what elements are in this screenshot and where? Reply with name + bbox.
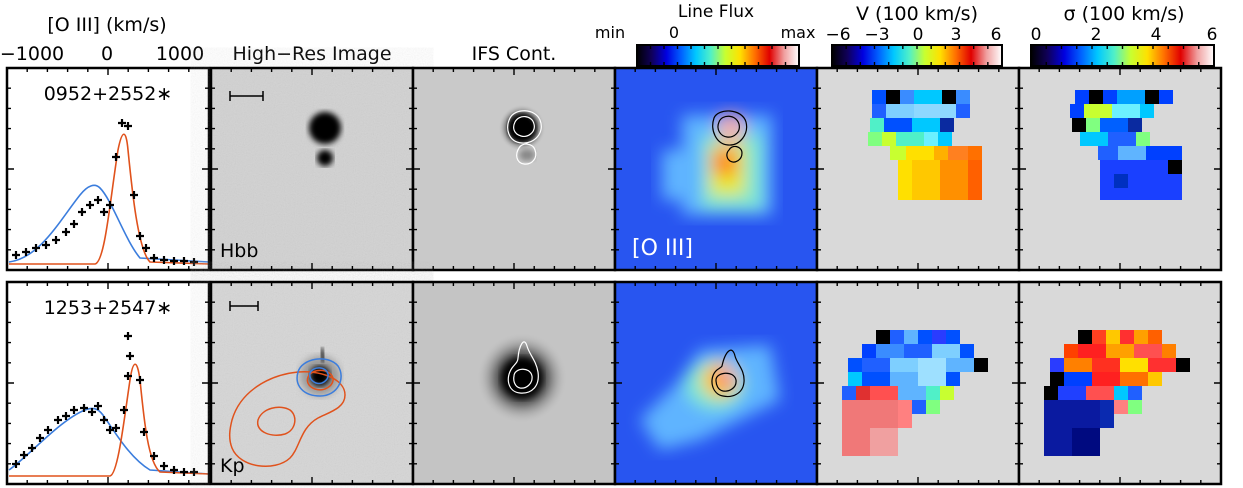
sigma-tick-label: 6 (1207, 25, 1218, 45)
contour-line (711, 349, 745, 398)
broad-component-curve (8, 184, 210, 263)
contour-line (507, 110, 542, 144)
velocity-tick-label: −6 (825, 25, 850, 45)
flux-zero-label: 0 (669, 23, 679, 42)
galaxy-companion (317, 150, 333, 166)
sigma-panel (1017, 280, 1223, 486)
scale-bar (229, 91, 264, 101)
sigma-tick-label: 0 (1031, 25, 1042, 45)
narrow-component-curve (9, 363, 210, 477)
narrow-line-contour (306, 369, 334, 391)
velocity-tick-label: 3 (951, 25, 962, 45)
spectrum-panel: 1253+2547∗ (5, 280, 211, 486)
high-res-image-panel: Hbb (209, 66, 415, 272)
spectrum-tick-label: −1000 (0, 43, 64, 65)
high-res-image-panel: Kp (209, 280, 415, 486)
broad-line-contour (309, 367, 329, 385)
sigma-tick-label: 2 (1091, 25, 1102, 45)
sigma-map-pixels (1070, 90, 1182, 200)
column-title-ifs: IFS Cont. (472, 43, 557, 65)
contour-line (513, 116, 535, 137)
narrow-line-contour (257, 406, 296, 436)
line-flux-panel (613, 280, 819, 486)
contour-line (712, 110, 748, 146)
contour-line (513, 368, 533, 389)
velocity-map-pixels (842, 330, 988, 456)
ifs-continuum-panel (411, 280, 617, 486)
narrow-component-curve (9, 133, 210, 265)
row-1: 0952+2552∗ Hbb (5, 66, 1223, 272)
object-name: 0952+2552∗ (44, 83, 173, 105)
contour-line (507, 341, 539, 394)
column-title-flux: Line Flux (678, 2, 754, 22)
column-title-image: High−Res Image (232, 43, 391, 65)
velocity-panel (815, 280, 1021, 486)
line-flux-panel: [O III] (613, 66, 819, 272)
spectrum-data-points (12, 332, 198, 476)
object-name: 1253+2547∗ (44, 297, 173, 319)
column-title-sigma: σ (100 km/s) (1063, 3, 1184, 25)
galaxy-core (309, 112, 341, 144)
spectrum-axis-label: [O III] (km/s) (47, 14, 166, 36)
colorbar-tick-marks (649, 45, 1200, 66)
scale-bar (229, 301, 259, 311)
filter-label: Kp (220, 455, 245, 477)
narrow-line-contour (228, 370, 346, 467)
contour-line (715, 372, 737, 392)
sigma-tick-label: 4 (1151, 25, 1162, 45)
tick-marks (7, 68, 1221, 484)
contour-line (516, 143, 537, 165)
sigma-panel (1017, 66, 1223, 272)
contour-line (717, 115, 740, 138)
broad-line-contour (296, 358, 342, 397)
contour-line (726, 145, 743, 163)
sigma-map-pixels (1044, 330, 1190, 456)
velocity-map-pixels (868, 90, 982, 200)
header: [O III] (km/s) −1000 0 1000 High−Res Ima… (0, 2, 1218, 67)
broad-component-curve (8, 407, 210, 475)
spectrum-panel: 0952+2552∗ (5, 66, 211, 272)
axis-ticks (7, 45, 1221, 484)
spectrum-tick-label: 1000 (156, 43, 204, 65)
ifs-continuum-panel (411, 66, 617, 272)
flux-min-label: min (595, 23, 625, 42)
spectrum-data-points (12, 119, 198, 266)
velocity-tick-label: 0 (913, 25, 924, 45)
emission-line-label: [O III] (632, 236, 693, 261)
flux-max-label: max (781, 23, 816, 42)
column-title-velocity: V (100 km/s) (856, 3, 978, 25)
velocity-tick-label: −3 (864, 25, 889, 45)
velocity-tick-label: 6 (991, 25, 1002, 45)
row-2: 1253+2547∗ Kp (5, 280, 1223, 486)
spectrum-tick-label: 0 (101, 43, 113, 65)
filter-label: Hbb (220, 240, 258, 262)
velocity-panel (815, 66, 1021, 272)
